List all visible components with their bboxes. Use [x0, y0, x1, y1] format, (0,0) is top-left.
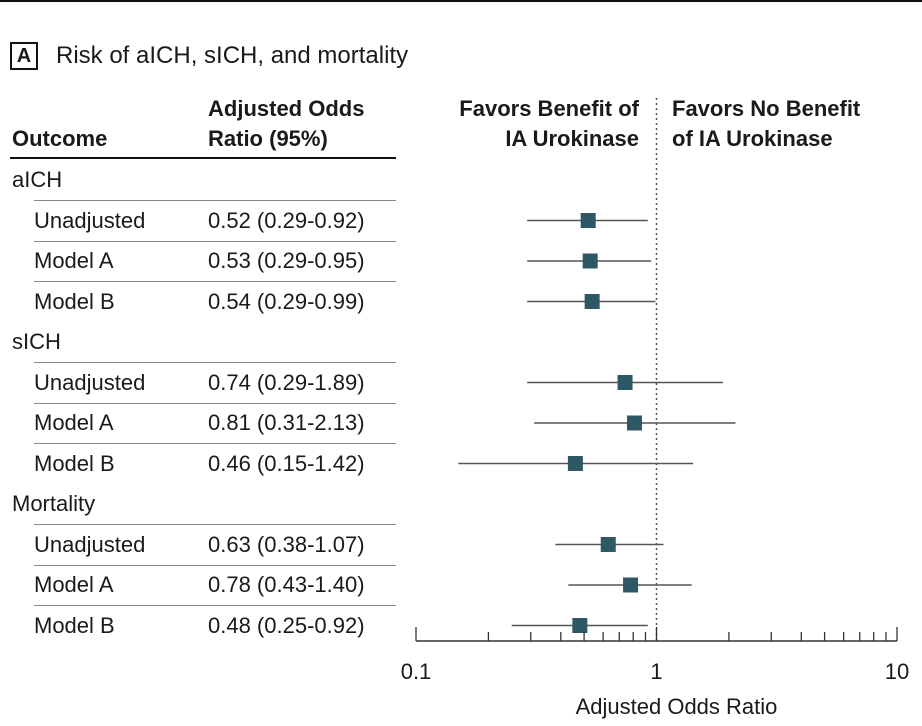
point-estimate-marker: [623, 577, 639, 593]
row-separator: [34, 241, 396, 242]
point-estimate-marker: [567, 456, 583, 471]
x-tick-label: 1: [650, 659, 662, 684]
row-separator: [34, 200, 396, 201]
aor-header-line1: Adjusted Odds: [208, 96, 365, 121]
x-axis-title: Adjusted Odds Ratio: [576, 694, 778, 719]
favors-benefit-line2: IA Urokinase: [505, 126, 639, 151]
group-label: Mortality: [12, 491, 96, 516]
point-estimate-marker: [580, 213, 596, 228]
x-tick-label: 10: [885, 659, 909, 684]
row-label: Model A: [34, 248, 114, 273]
row-separator: [34, 403, 396, 404]
point-estimate-marker: [600, 537, 616, 552]
panel-title: Risk of aICH, sICH, and mortality: [56, 42, 409, 69]
point-estimate-marker: [626, 415, 642, 431]
row-separator: [34, 362, 396, 363]
row-label: Model B: [34, 450, 115, 476]
row-separator: [34, 524, 396, 525]
point-estimate-marker: [572, 618, 588, 633]
row-label: Model A: [34, 410, 114, 435]
row-estimate-text: 0.74 (0.29-1.89): [208, 369, 365, 395]
row-separator: [34, 565, 396, 566]
row-label: Unadjusted: [34, 369, 146, 395]
row-estimate-text: 0.54 (0.29-0.99): [208, 288, 365, 314]
row-label: Unadjusted: [34, 207, 146, 233]
row-separator: [34, 605, 396, 606]
top-rule: [0, 0, 922, 2]
point-estimate-marker: [584, 294, 600, 309]
row-label: Model B: [34, 612, 115, 638]
row-label: Unadjusted: [34, 531, 146, 557]
aor-header-line2: Ratio (95%): [208, 126, 328, 151]
favors-no-benefit-line1: Favors No Benefit: [672, 96, 861, 121]
group-label: sICH: [12, 329, 61, 354]
point-estimate-marker: [617, 375, 633, 390]
row-separator: [34, 281, 396, 282]
favors-no-benefit-line2: of IA Urokinase: [672, 126, 833, 151]
row-label: Model A: [34, 572, 114, 597]
row-estimate-text: 0.63 (0.38-1.07): [208, 531, 365, 557]
row-estimate-text: 0.52 (0.29-0.92): [208, 207, 365, 233]
row-estimate-text: 0.48 (0.25-0.92): [208, 612, 365, 638]
row-estimate-text: 0.81 (0.31-2.13): [208, 410, 365, 435]
group-label: aICH: [12, 167, 63, 192]
x-tick-label: 0.1: [401, 659, 432, 684]
outcome-header: Outcome: [12, 126, 108, 151]
panel-letter: A: [10, 42, 38, 70]
row-label: Model B: [34, 288, 115, 314]
favors-benefit-line1: Favors Benefit of: [459, 96, 639, 121]
row-estimate-text: 0.46 (0.15-1.42): [208, 450, 365, 476]
row-estimate-text: 0.53 (0.29-0.95): [208, 248, 365, 273]
point-estimate-marker: [582, 253, 598, 269]
row-estimate-text: 0.78 (0.43-1.40): [208, 572, 365, 597]
header-rule: [10, 157, 396, 159]
row-separator: [34, 443, 396, 444]
